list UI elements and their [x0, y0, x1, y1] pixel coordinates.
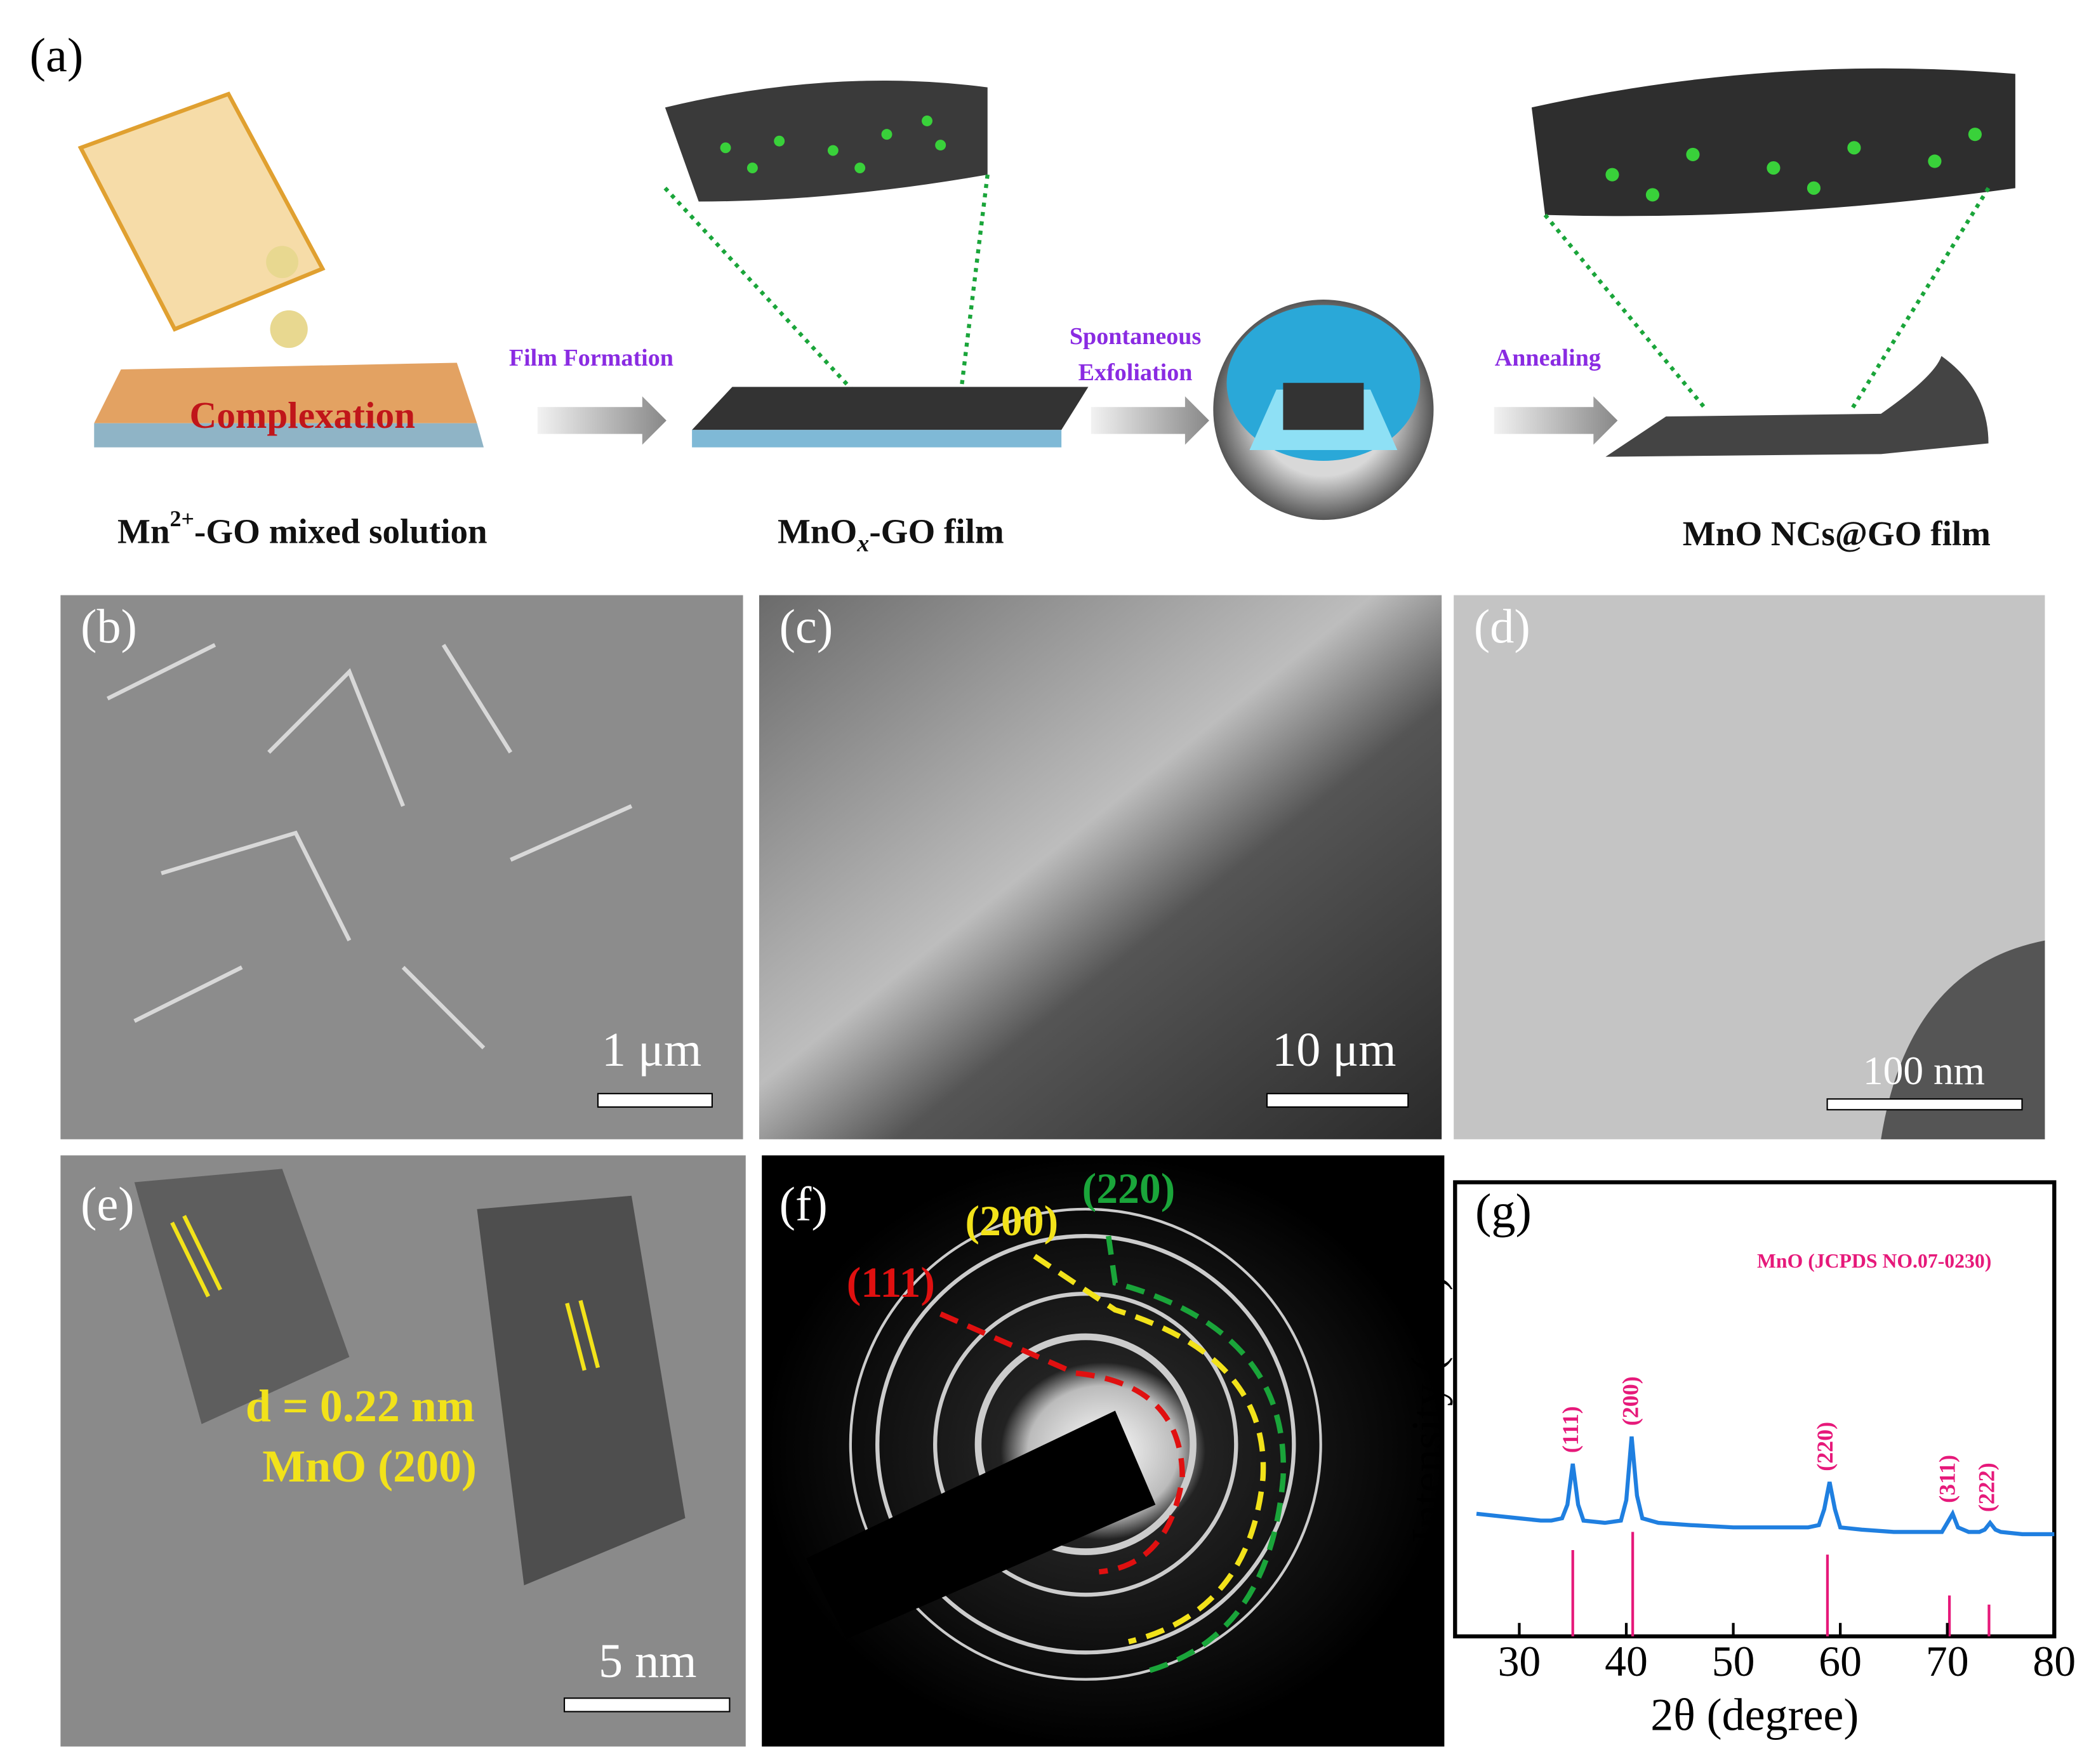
scale-label: 10 μm — [1272, 1023, 1396, 1077]
x-tick-label: 50 — [1712, 1638, 1755, 1685]
crystal — [134, 1169, 350, 1424]
step-label: Film Formation — [509, 345, 673, 371]
caption: MnOx-GO film — [778, 512, 1004, 557]
scale-bar — [563, 1697, 731, 1713]
peak-label: (220) — [1812, 1422, 1838, 1471]
step-label: Exfoliation — [1078, 359, 1193, 386]
panel-label: (a) — [30, 29, 84, 83]
scale-bar — [1826, 1098, 2023, 1111]
tem-shade — [1881, 940, 2045, 1139]
sem-image — [759, 595, 1442, 1139]
x-tick-label: 60 — [1819, 1638, 1862, 1685]
panel-label: (d) — [1474, 600, 1530, 653]
scale-label: 5 nm — [599, 1635, 696, 1688]
annotation: d = 0.22 nm — [246, 1381, 475, 1431]
center-text: Complexation — [190, 394, 416, 436]
reference-legend: MnO (JCPDS NO.07-0230) — [1757, 1250, 1991, 1272]
step-label: Spontaneous — [1070, 323, 1201, 350]
complexation-slab — [94, 362, 484, 448]
panel-label: (g) — [1475, 1184, 1532, 1238]
x-tick-label: 40 — [1605, 1638, 1648, 1685]
beam-stop — [806, 1410, 1156, 1640]
wrinkles — [107, 643, 633, 1050]
ring-guides — [939, 1235, 1286, 1676]
scale-label: 100 nm — [1863, 1048, 1985, 1093]
beaker — [77, 91, 326, 348]
peak-label: (311) — [1934, 1455, 1960, 1503]
peak-label: (111) — [1558, 1406, 1583, 1453]
x-axis-label: 2θ (degree) — [1650, 1690, 1859, 1741]
x-tick-label: 70 — [1926, 1638, 1969, 1685]
y-axis-label: Intensity (a.u.) — [1402, 1275, 1453, 1543]
panel-label: (f) — [779, 1177, 828, 1231]
sem-image — [60, 595, 743, 1139]
ring-label: (220) — [1082, 1165, 1176, 1212]
plot-frame — [1453, 1180, 2057, 1639]
crystal — [477, 1195, 686, 1586]
x-tick-label: 30 — [1498, 1638, 1541, 1685]
ring-label: (200) — [965, 1197, 1059, 1245]
scale-label: 1 μm — [602, 1023, 701, 1077]
peak-label: (222) — [1974, 1462, 2000, 1512]
annotation: MnO (200) — [262, 1441, 477, 1492]
panel-label: (b) — [81, 600, 137, 653]
bowl — [1213, 299, 1434, 521]
diffraction-rings — [849, 1207, 1322, 1681]
xrd-curve — [1476, 1436, 2055, 1537]
x-tick-label: 80 — [2033, 1638, 2076, 1685]
ring-label: (111) — [847, 1259, 935, 1306]
caption: Mn2+-GO mixed solution — [117, 506, 488, 550]
peak-label: (200) — [1617, 1376, 1643, 1426]
arrow — [1091, 396, 1209, 445]
film-stack — [663, 80, 1089, 448]
annealed-film — [1531, 68, 2015, 457]
panel-label: (c) — [779, 600, 833, 653]
lattice-marks — [170, 1215, 600, 1371]
scale-bar — [1266, 1092, 1409, 1108]
xrd-chart: (111) (200) (220) (311) (222) MnO (JCPDS NO.0… — [1402, 1180, 2076, 1741]
caption: MnO NCs@GO film — [1683, 514, 1991, 553]
panel-label: (e) — [81, 1177, 135, 1231]
arrow — [1494, 396, 1618, 445]
step-label: Annealing — [1495, 345, 1601, 371]
scale-bar — [597, 1092, 713, 1108]
arrow — [537, 396, 667, 445]
